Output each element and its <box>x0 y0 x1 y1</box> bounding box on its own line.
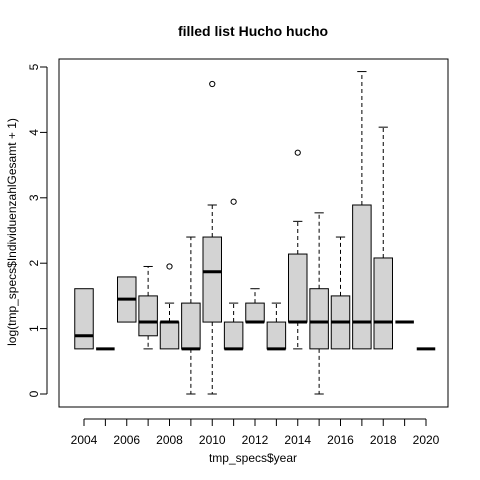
y-axis-label: log(tmp_specs$IndividuenzahlGesamt + 1) <box>5 118 19 346</box>
box-2014 <box>288 253 308 323</box>
chart-title: filled list Hucho hucho <box>178 23 328 39</box>
y-tick-label: 1 <box>27 325 41 332</box>
y-tick-label: 3 <box>27 194 41 201</box>
y-tick-label: 5 <box>27 63 41 70</box>
outlier-point <box>166 263 173 270</box>
box-2004 <box>74 288 94 350</box>
box-2011 <box>223 321 244 350</box>
x-tick-label: 2008 <box>156 433 183 447</box>
x-tick-label: 2020 <box>413 433 440 447</box>
box-2009 <box>181 302 201 350</box>
x-tick-label: 2016 <box>327 433 354 447</box>
y-tick-label: 2 <box>27 260 41 267</box>
box-2012 <box>245 302 265 323</box>
outlier-point <box>230 198 237 205</box>
outlier-point <box>209 80 216 88</box>
box-2013 <box>266 321 287 350</box>
box-2018 <box>373 257 393 350</box>
y-tick-label: 0 <box>27 390 41 397</box>
x-tick-label: 2010 <box>199 433 226 447</box>
x-tick-label: 2004 <box>71 433 98 447</box>
box-2007 <box>138 295 158 337</box>
outlier-point <box>294 149 301 156</box>
box-2015 <box>309 288 329 350</box>
box-2017 <box>352 204 372 350</box>
y-tick-label: 4 <box>27 129 41 136</box>
x-axis-label: tmp_specs$year <box>209 451 297 465</box>
box-2008 <box>159 321 180 350</box>
x-tick-label: 2018 <box>370 433 397 447</box>
x-tick-label: 2014 <box>284 433 311 447</box>
plot-frame <box>58 58 449 408</box>
box-2010 <box>202 236 222 323</box>
x-tick-label: 2012 <box>242 433 269 447</box>
x-tick-label: 2006 <box>113 433 140 447</box>
plot-area: 0 1 2 3 4 5 2004 2006 2008 2010 2012 2014 2016 2018 20… <box>27 58 449 447</box>
